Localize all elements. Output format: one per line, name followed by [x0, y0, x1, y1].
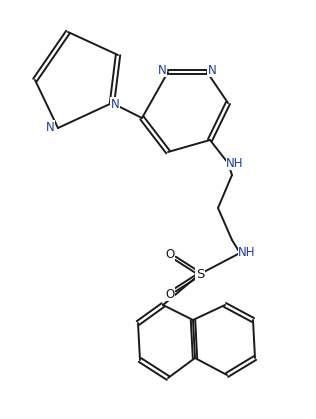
Text: N: N	[111, 98, 119, 111]
Text: NH: NH	[226, 157, 244, 170]
Text: NH: NH	[238, 246, 256, 259]
Text: N: N	[158, 64, 167, 77]
Text: N: N	[208, 64, 216, 77]
Text: O: O	[165, 287, 175, 300]
Text: N: N	[46, 121, 54, 134]
Text: O: O	[165, 248, 175, 261]
Text: S: S	[196, 267, 204, 280]
